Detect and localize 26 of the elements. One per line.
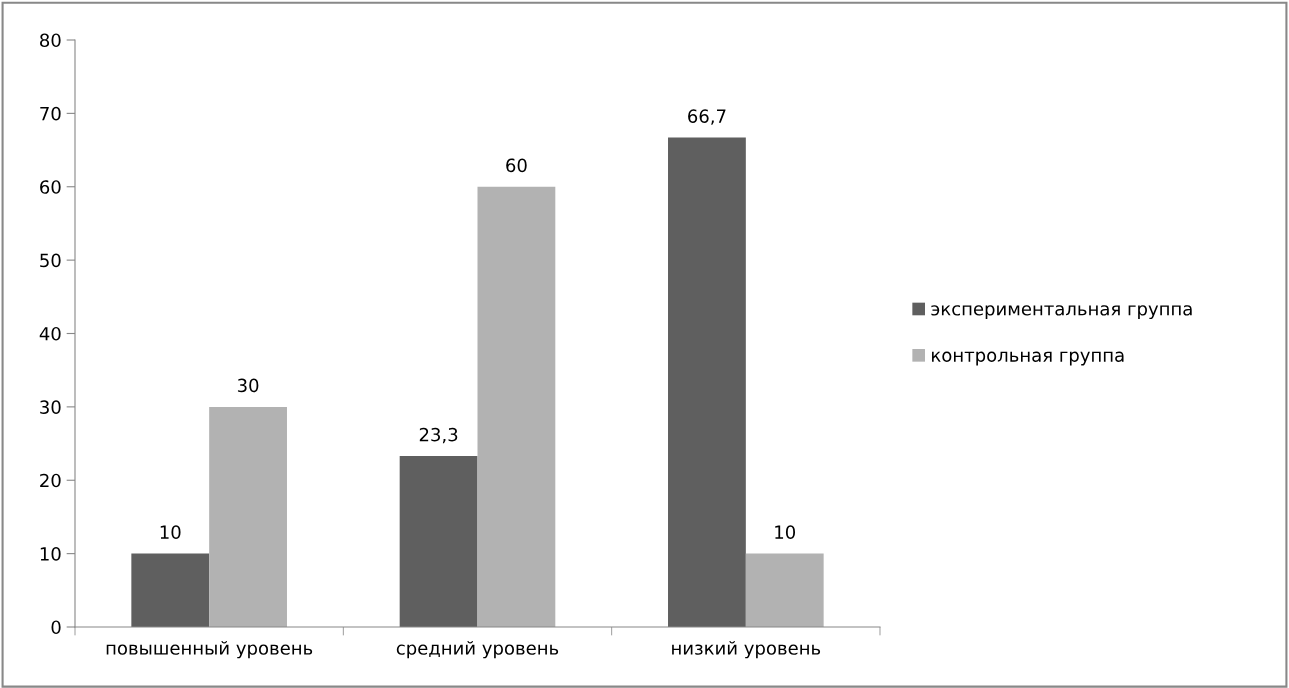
y-tick-label: 10 (40, 547, 61, 561)
data-label: 30 (237, 378, 259, 393)
data-label: 23,3 (419, 427, 458, 444)
x-tick-label: низкий уровень (672, 640, 821, 659)
y-tick-label: 50 (40, 253, 61, 268)
x-tick-label: повышенный уровень (106, 640, 313, 659)
x-tick-label: средний уровень (396, 640, 559, 659)
bar (131, 553, 210, 627)
bar (399, 456, 478, 627)
data-label: 10 (775, 525, 796, 540)
legend-label: экспериментальная группа (931, 305, 1192, 320)
y-tick-label: 70 (40, 106, 61, 121)
data-label: 60 (506, 158, 527, 173)
bar (745, 553, 824, 627)
bar (477, 186, 556, 627)
data-label: 66,7 (688, 109, 726, 125)
y-tick-label: 0 (51, 620, 61, 635)
y-tick-label: 80 (40, 33, 61, 48)
y-tick-label: 30 (40, 400, 61, 414)
legend-label: контрольная группа (932, 351, 1124, 366)
y-tick-label: 40 (39, 326, 61, 341)
y-tick-label: 20 (40, 473, 61, 488)
y-tick-label: 60 (40, 180, 61, 194)
bar (668, 137, 746, 627)
bar (209, 406, 287, 627)
data-label: 10 (160, 525, 181, 540)
